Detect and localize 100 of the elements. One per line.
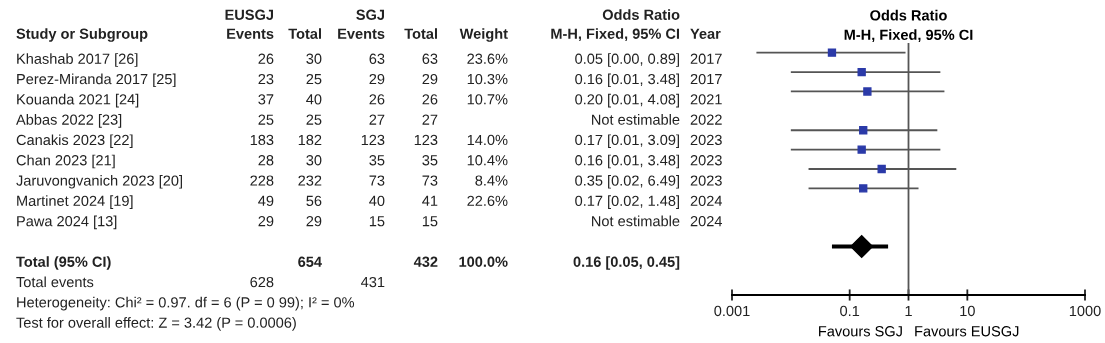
text: 29 — [369, 73, 385, 85]
point — [859, 126, 868, 135]
text: Pawa 2024 [13] — [17, 215, 117, 230]
text: Not estimable — [592, 114, 680, 125]
x-tick-label: 10 — [960, 305, 975, 317]
text: 0.16 [0.01, 3.48] — [575, 154, 679, 169]
text: 0.05 [0.00, 0.89] — [575, 53, 679, 67]
text: 25 — [306, 114, 322, 125]
text: 30 — [306, 53, 322, 64]
text: 0.35 [0.02, 6.49] — [575, 175, 679, 189]
text: 23.6% — [467, 53, 508, 64]
text: Jaruvongvanich 2023 [20] — [16, 175, 182, 189]
text: 431 — [361, 276, 385, 288]
text: 10.3% — [467, 73, 508, 85]
text: Total (95% CI) — [16, 256, 111, 270]
point — [857, 67, 866, 77]
text: 29 — [306, 215, 322, 227]
text: 2023 — [690, 155, 722, 166]
text: Test for overall effect: Z = 3.42 (P = 0.0006) — [16, 317, 296, 331]
text: 0.17 [0.01, 3.09] — [575, 134, 679, 148]
text: 2023 — [690, 175, 722, 186]
text: 15 — [422, 216, 438, 227]
x-tick-label: 1 — [905, 305, 912, 316]
text: 2022 — [690, 114, 722, 125]
text: Study or Subgroup — [16, 28, 148, 42]
text: 27 — [422, 114, 438, 125]
text: Kouanda 2021 [24] — [17, 93, 139, 108]
text: 63 — [369, 53, 385, 64]
x-tick-label: 0.1 — [840, 305, 860, 317]
text: Weight — [459, 28, 508, 42]
text: 27 — [369, 114, 385, 125]
chart-subtitle: M-H, Fixed, 95% CI — [844, 29, 973, 43]
text: 23 — [258, 73, 274, 85]
text: Events — [227, 28, 274, 39]
text: 40 — [306, 94, 322, 105]
chart-title: Odds Ratio — [870, 9, 947, 21]
text: Canakis 2023 [22] — [16, 134, 133, 148]
text: Events — [338, 28, 385, 39]
text: 10.7% — [467, 94, 508, 105]
x-tick-label: 1000 — [1069, 305, 1101, 317]
text: 37 — [258, 94, 274, 105]
text: Abbas 2022 [23] — [16, 114, 122, 128]
text: Total — [288, 28, 321, 39]
text: Favours SGJ — [819, 326, 902, 337]
text: 30 — [306, 155, 322, 166]
text: 2017 — [690, 73, 722, 85]
text: 8.4% — [475, 175, 508, 186]
text: EUSGJ — [225, 9, 273, 20]
text: Total events — [16, 276, 94, 288]
text: 0.16 [0.01, 3.48] — [575, 73, 679, 88]
text: 432 — [413, 256, 438, 267]
text: 26 — [369, 94, 385, 105]
text: 654 — [298, 256, 322, 267]
text: Odds Ratio — [602, 9, 680, 20]
text: 2024 — [690, 215, 723, 227]
text: 2017 — [690, 53, 722, 64]
text: M-H, Fixed, 95% CI — [551, 28, 680, 42]
text: Heterogeneity: Chi² = 0.97. df = 6 (P = 0 99); I² = 0% — [17, 296, 355, 311]
text: 0.20 [0.01, 4.08] — [575, 93, 679, 108]
text: 28 — [258, 155, 274, 166]
text: Total — [404, 28, 437, 39]
text: Chan 2023 [21] — [16, 154, 115, 169]
text: 35 — [422, 155, 438, 166]
text: 123 — [414, 134, 438, 146]
text: Khashab 2017 [26] — [17, 53, 138, 67]
point — [857, 145, 866, 154]
text: 41 — [422, 195, 438, 206]
point — [850, 235, 874, 259]
text: 628 — [250, 276, 274, 288]
text: Favours EUSGJ — [915, 326, 1019, 337]
text: 0.17 [0.02, 1.48] — [575, 195, 679, 209]
text: 29 — [422, 73, 438, 85]
text: Not estimable — [592, 215, 680, 227]
text: 182 — [298, 134, 322, 146]
text: 228 — [250, 175, 274, 186]
text: 25 — [306, 73, 322, 85]
text: 73 — [369, 175, 385, 186]
text: 123 — [361, 134, 385, 146]
point — [859, 184, 868, 193]
text: 2023 — [690, 134, 722, 146]
text: Perez-Miranda 2017 [25] — [17, 73, 176, 88]
text: 2021 — [690, 94, 722, 105]
text: 49 — [258, 195, 274, 207]
text: 73 — [422, 175, 438, 186]
text: 10.4% — [467, 155, 508, 166]
point — [863, 87, 872, 96]
text: SGJ — [356, 9, 384, 20]
text: 26 — [422, 94, 438, 105]
text: 25 — [258, 114, 274, 125]
text: 40 — [369, 195, 385, 207]
text: 14.0% — [467, 134, 508, 146]
text: Martinet 2024 [19] — [17, 195, 133, 209]
text: 63 — [422, 53, 438, 64]
point — [877, 164, 886, 174]
text: 232 — [298, 175, 322, 186]
text: 22.6% — [467, 195, 508, 207]
text: Year — [690, 28, 721, 39]
text: 183 — [250, 134, 274, 146]
text: 2024 — [690, 195, 723, 207]
text: 29 — [258, 215, 274, 227]
